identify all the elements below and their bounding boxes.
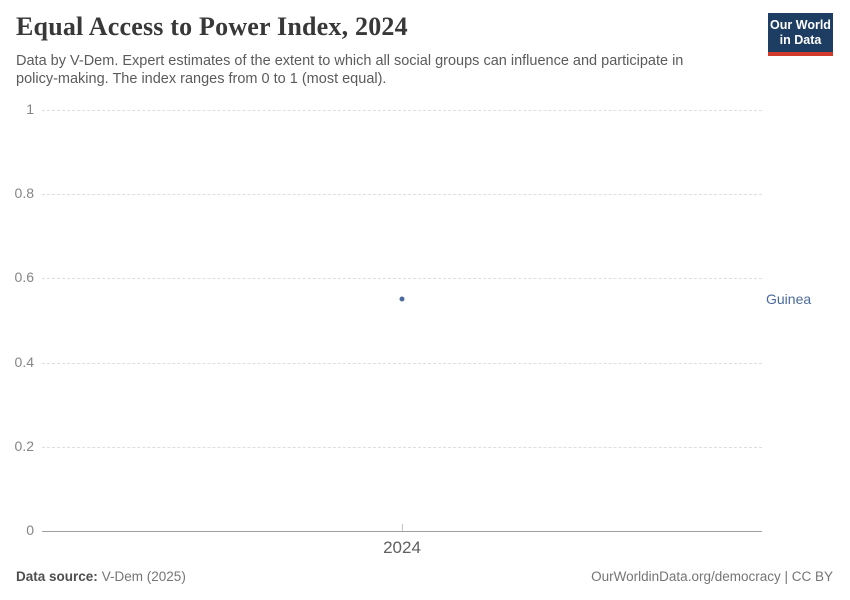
entity-label-guinea[interactable]: Guinea [766, 291, 812, 308]
gridline [42, 110, 762, 111]
x-axis-line [42, 531, 762, 532]
data-source-value: V-Dem (2025) [101, 569, 186, 584]
gridline [42, 446, 762, 448]
y-axis-tick-label: 0 [26, 522, 34, 539]
y-axis-tick-label: 0.8 [14, 185, 34, 202]
y-axis-tick-label: 0.2 [14, 437, 34, 454]
y-axis-tick-label: 1 [26, 101, 34, 118]
gridline [42, 194, 762, 196]
footer-source: Data source: V-Dem (2025) [16, 569, 186, 584]
owid-logo[interactable]: Our World in Data [768, 13, 833, 56]
chart-title: Equal Access to Power Index, 2024 [16, 12, 408, 41]
y-axis-tick-label: 0.4 [14, 353, 34, 370]
data-source-label: Data source: [16, 569, 98, 584]
owid-logo-line1: Our World [770, 18, 831, 32]
y-axis-tick-label: 0.6 [14, 269, 34, 286]
footer-license-link[interactable]: OurWorldinData.org/democracy | CC BY [591, 569, 833, 584]
data-point-guinea[interactable] [399, 296, 405, 302]
owid-logo-line2: in Data [779, 33, 822, 47]
gridline [42, 278, 762, 280]
gridline [42, 362, 762, 364]
x-axis-tick-label: 2024 [383, 538, 421, 557]
x-axis-tick-mark [402, 524, 403, 531]
chart-subtitle: Data by V-Dem. Expert estimates of the e… [16, 53, 684, 88]
